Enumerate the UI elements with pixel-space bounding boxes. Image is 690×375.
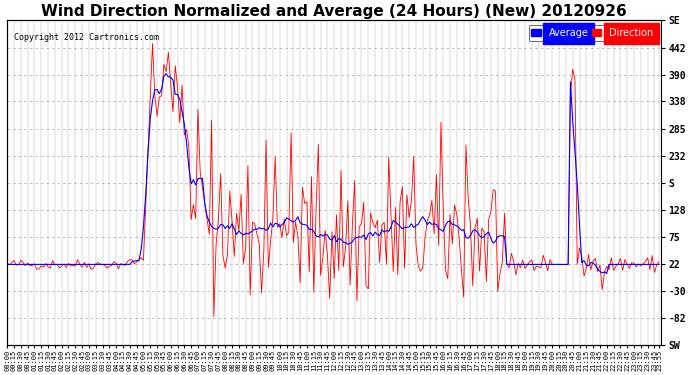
Legend: Average, Direction: Average, Direction [529, 25, 656, 41]
Text: Copyright 2012 Cartronics.com: Copyright 2012 Cartronics.com [14, 33, 159, 42]
Title: Wind Direction Normalized and Average (24 Hours) (New) 20120926: Wind Direction Normalized and Average (2… [41, 4, 627, 19]
